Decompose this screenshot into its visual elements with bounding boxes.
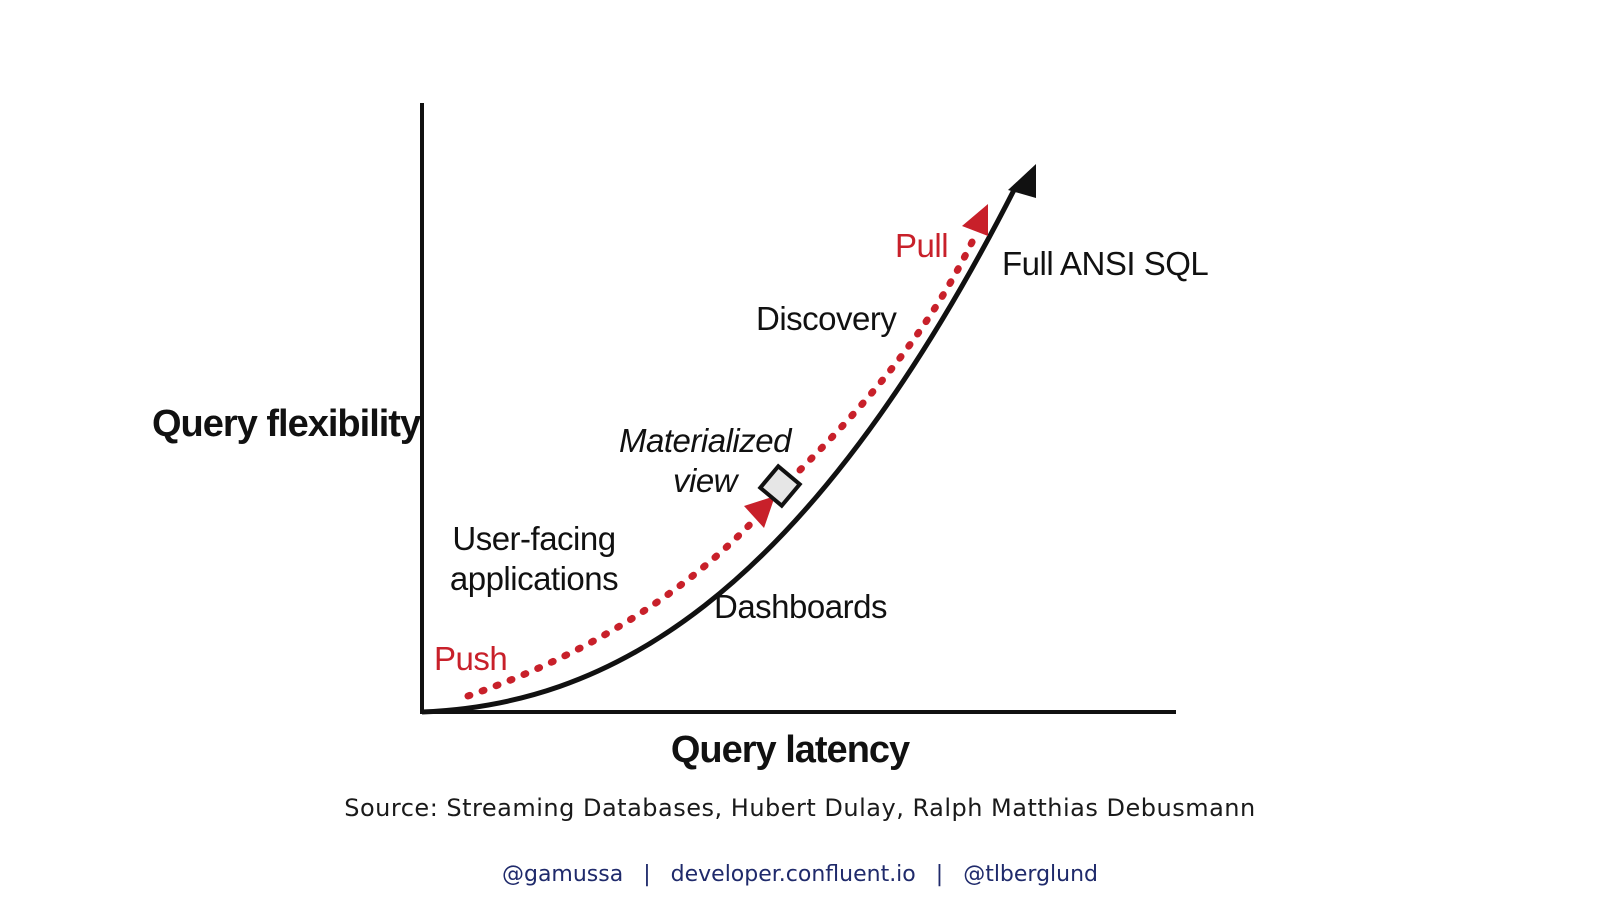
pull-dashed-arrow [796,232,979,474]
y-axis-title: Query flexibility [152,403,421,445]
main-curve [421,186,1018,715]
user-facing-label-line1: User-facing [452,520,615,557]
pull-label: Pull [895,227,948,264]
main-curve-arrowhead [1008,164,1036,198]
push-label: Push [434,640,507,677]
footer-separator: | [935,862,944,887]
full-ansi-sql-label: Full ANSI SQL [1002,245,1208,282]
push-dashed-arrow [464,510,764,700]
source-citation: Source: Streaming Databases, Hubert Dula… [344,794,1256,822]
dashboards-label: Dashboards [714,588,887,625]
footer-site-link[interactable]: developer.confluent.io [670,862,916,887]
materialized-view-label-line2: view [673,462,740,499]
footer-separator: | [643,862,651,887]
footer-handle-gamussa[interactable]: @gamussa [501,862,624,887]
user-facing-label-line2: applications [450,560,618,597]
push-arrowhead [744,496,775,528]
footer-handle-tlberglund[interactable]: @tlberglund [963,862,1099,887]
x-axis-title: Query latency [671,729,910,771]
materialized-view-label-line1: Materialized [619,422,793,459]
footer: @gamussa | developer.confluent.io | @tlbergl… [0,862,1600,887]
materialized-view-marker [757,463,803,509]
pull-arrowhead [962,204,988,236]
discovery-label: Discovery [756,300,897,337]
